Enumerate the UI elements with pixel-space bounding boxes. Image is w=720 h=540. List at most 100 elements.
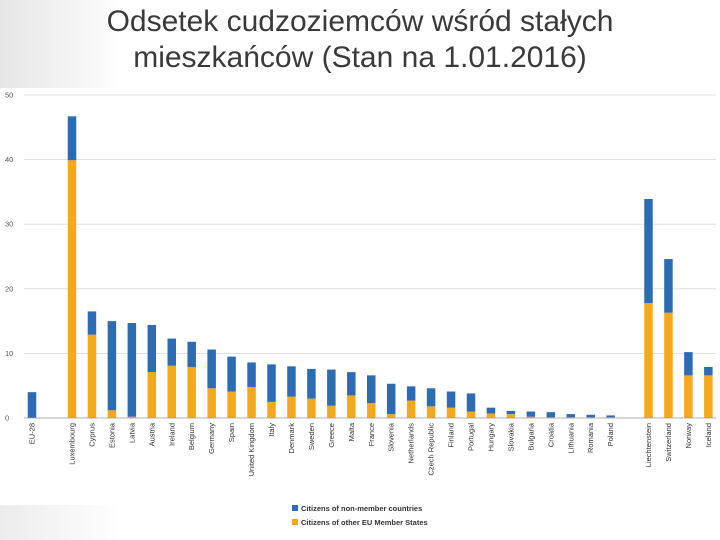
bar-eu-hungary [486,413,496,418]
bar-non-eu-finland [446,391,456,408]
bar-eu-belgium [187,366,196,418]
bar-non-eu-hungary [486,407,496,414]
bar-eu-austria [147,372,157,418]
category-label: Croatia [546,422,555,447]
bar-eu-denmark [287,396,296,418]
bar-non-eu-slovakia [506,410,516,415]
legend-label: Citizens of non-member countries [301,504,422,513]
legend-swatch [292,505,298,511]
category-label: Liechtenstein [644,423,653,467]
bar-non-eu-sweden [307,368,316,399]
title-background-shade [0,0,120,88]
bar-non-eu-denmark [287,366,296,397]
bar-non-eu-ireland [167,338,176,366]
bar-non-eu-portugal [466,393,476,412]
bar-non-eu-greece [327,369,336,406]
bar-eu-spain [227,391,236,418]
page-title: Odsetek cudzoziemców wśród stałych miesz… [0,4,720,76]
bar-eu-cyprus [87,334,97,418]
page-title-line1: Odsetek cudzoziemców wśród stałych [106,5,614,38]
y-tick-label: 0 [5,414,9,423]
y-tick-label: 30 [5,220,13,229]
bar-eu-switzerland [664,312,673,418]
bar-non-eu-switzerland [664,259,673,313]
bar-non-eu-spain [227,356,236,392]
category-label: Switzerland [664,423,673,462]
bar-non-eu-norway [684,352,693,376]
category-label: Portugal [467,423,476,451]
category-label: Sweden [307,423,316,450]
category-label: Cyprus [87,423,96,447]
x-axis-category-labels: EU-28 Luxembourg Cyprus Estonia Latvia Austri… [28,422,713,476]
bar-eu-france [367,403,376,418]
bar-non-eu-netherlands [406,386,416,401]
bar-eu-italy [267,401,276,418]
legend-label: Citizens of other EU Member States [301,518,428,527]
bar-non-eu-italy [267,364,276,402]
category-label: France [367,423,376,446]
category-label: Bulgaria [526,422,535,450]
bar-eu-sweden [307,398,316,418]
bar-eu-luxembourg [67,160,77,418]
category-label: Estonia [107,422,116,448]
bar-eu-latvia [127,416,137,418]
category-label: Netherlands [407,423,416,464]
footer-background-shade [0,505,120,540]
category-label: EU-28 [28,423,37,444]
category-label: Germany [207,423,216,454]
bar-non-eu-latvia [127,323,137,417]
bar-non-eu-france [367,375,376,404]
bars [27,116,713,418]
category-label: Hungary [486,423,495,452]
category-label: Denmark [287,423,296,454]
category-label: Slovenia [387,422,396,452]
gridlines [24,94,716,354]
bar-non-eu-germany [207,349,216,389]
category-label: Greece [327,423,336,448]
bar-eu-slovakia [506,414,516,418]
category-label: Poland [606,423,615,446]
category-label: Malta [347,422,356,441]
category-label: Austria [147,422,156,446]
bar-eu-czech-republic [426,406,436,418]
bar-non-eu-united-kingdom [247,362,256,387]
bar-eu-bulgaria [526,416,536,418]
category-label: Spain [227,423,236,442]
y-tick-label: 40 [5,155,13,164]
bar-eu-slovenia [386,414,396,418]
bar-non-eu-malta [347,372,356,396]
bar-eu-iceland [704,375,713,418]
bar-non-eu-belgium [187,341,196,367]
category-label: Latvia [127,422,136,443]
bar-eu-united-kingdom [247,386,256,418]
bar-eu-estonia [107,410,117,418]
bar-eu-germany [207,388,216,418]
bar-non-eu-estonia [107,321,117,411]
category-label: Lithuania [566,422,575,453]
bar-non-eu-lithuania [566,414,575,418]
bar-eu-portugal [466,411,476,418]
category-label: Belgium [187,423,196,450]
y-tick-label: 20 [5,284,13,293]
bar-eu-malta [347,395,356,418]
category-label: Norway [684,423,693,449]
legend-swatch [292,519,298,525]
bar-eu-netherlands [406,400,416,418]
bar-non-eu-czech-republic [426,388,436,407]
bar-non-eu-slovenia [386,383,396,415]
category-label: Slovakia [506,422,515,451]
y-tick-label: 50 [5,91,13,100]
bar-non-eu-austria [147,324,157,373]
legend: Citizens of non-member countries Citizens… [292,504,428,527]
bar-non-eu-cyprus [87,311,97,335]
category-label: Luxembourg [68,423,77,465]
bar-non-eu-luxembourg [67,116,77,161]
bar-eu-norway [684,375,693,418]
bar-non-eu-iceland [704,366,713,376]
bar-non-eu-poland [606,415,615,418]
bar-eu-greece [327,405,336,418]
bar-non-eu-eu-28 [27,392,37,418]
y-axis-ticks: 0 10 20 30 40 50 [5,91,13,423]
bar-non-eu-romania [586,414,595,418]
